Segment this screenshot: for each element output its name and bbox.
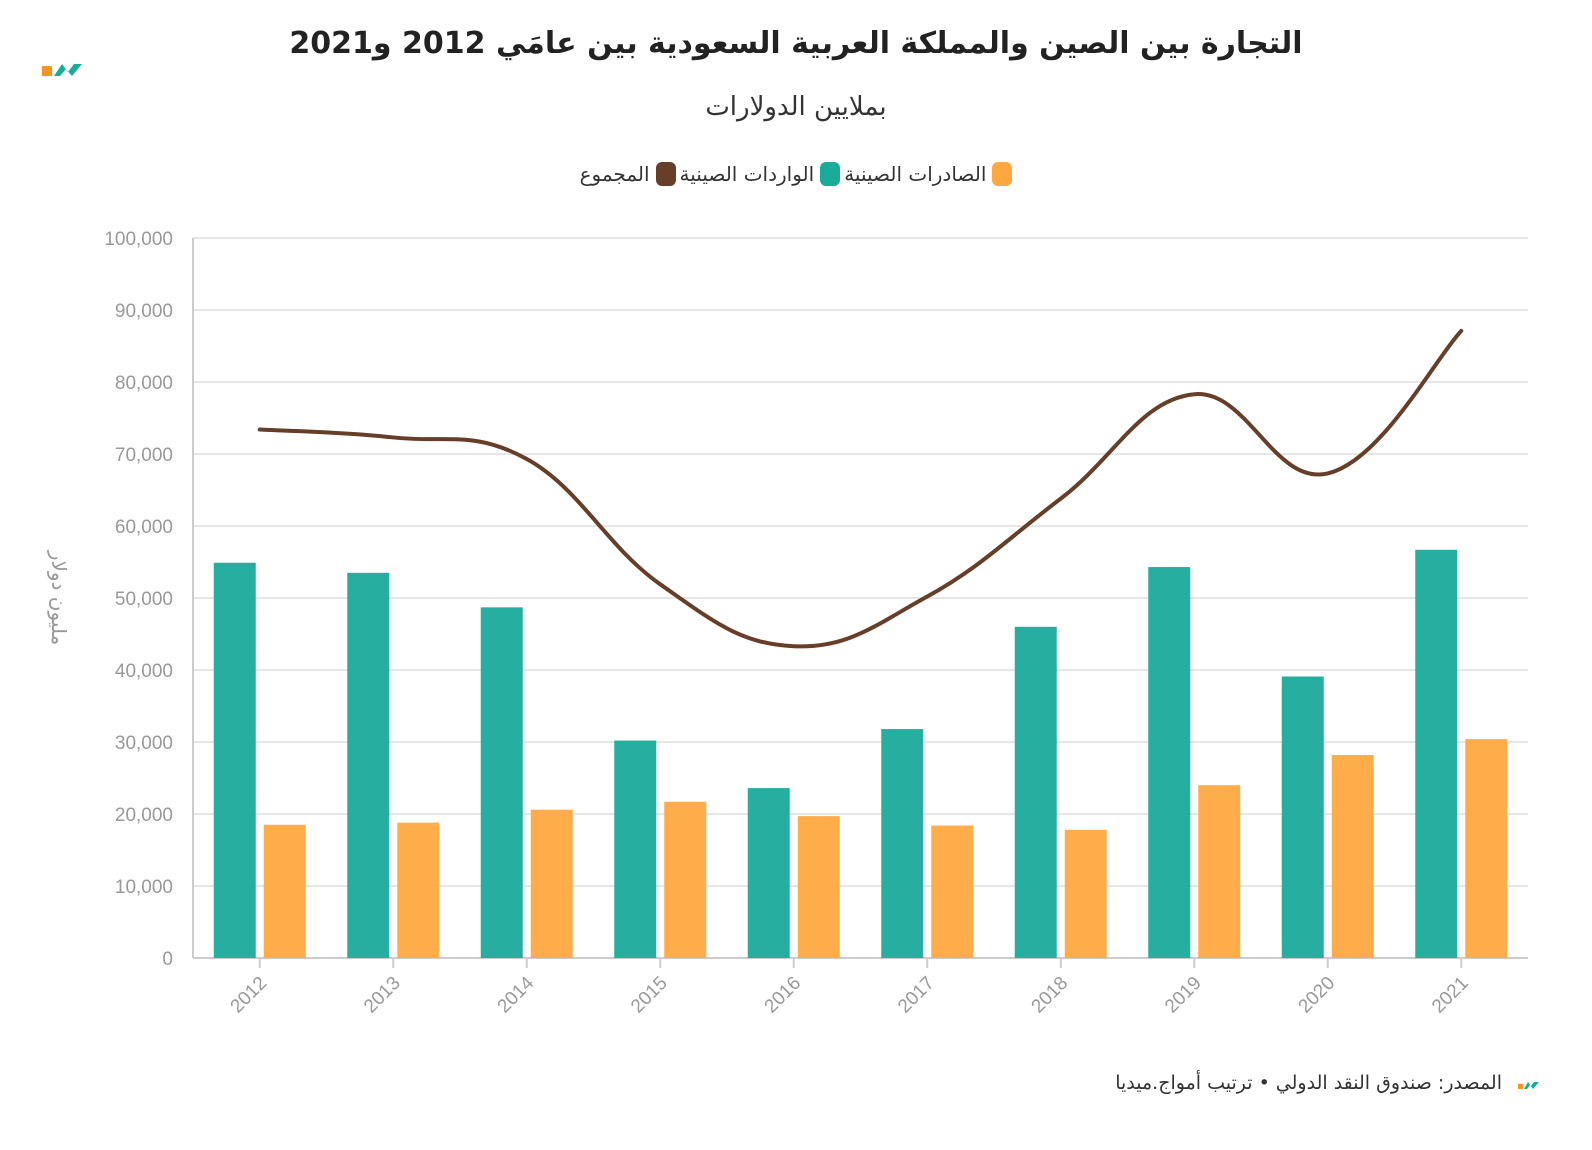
y-tick-label: 70,000 bbox=[115, 445, 173, 466]
legend-item-total[interactable]: المجموع bbox=[580, 162, 676, 186]
y-tick-label: 90,000 bbox=[115, 301, 173, 322]
x-tick-label: 2013 bbox=[360, 973, 405, 1018]
x-tick-label: 2019 bbox=[1161, 973, 1206, 1018]
exports-bar bbox=[797, 816, 840, 958]
exports-bar bbox=[397, 822, 440, 958]
imports-bar bbox=[614, 740, 657, 958]
x-tick-label: 2012 bbox=[227, 973, 272, 1018]
x-tick-label: 2016 bbox=[761, 973, 806, 1018]
imports-bar bbox=[1281, 676, 1324, 958]
legend-item-imports[interactable]: الواردات الصينية bbox=[680, 162, 841, 186]
exports-bar bbox=[664, 801, 707, 958]
imports-bar bbox=[881, 729, 924, 958]
x-tick-label: 2015 bbox=[627, 973, 672, 1018]
chart-subtitle: بملايين الدولارات bbox=[705, 92, 887, 122]
exports-bar bbox=[1198, 785, 1241, 958]
y-tick-label: 10,000 bbox=[115, 877, 173, 898]
x-tick-label: 2021 bbox=[1428, 973, 1473, 1018]
imports-bar bbox=[1415, 549, 1458, 958]
legend-label-total: المجموع bbox=[579, 162, 650, 186]
chart-legend: الصادرات الصينية الواردات الصينية المجمو… bbox=[0, 162, 1592, 186]
legend-label-exports: الصادرات الصينية bbox=[844, 162, 987, 186]
legend-swatch-imports bbox=[820, 162, 841, 186]
imports-bar bbox=[1148, 567, 1191, 958]
exports-bar bbox=[530, 809, 573, 958]
imports-bar bbox=[213, 562, 256, 958]
y-tick-label: 40,000 bbox=[115, 661, 173, 682]
x-tick-label: 2020 bbox=[1295, 973, 1340, 1018]
imports-bar bbox=[747, 788, 790, 958]
source-note: المصدر: صندوق النقد الدولي • ترتيب أمواج… bbox=[1115, 1072, 1502, 1094]
y-tick-label: 60,000 bbox=[115, 517, 173, 538]
total-line bbox=[257, 328, 1464, 649]
y-axis-label: مليون دولار bbox=[47, 550, 71, 645]
y-tick-label: 100,000 bbox=[104, 229, 173, 250]
x-tick-label: 2014 bbox=[494, 972, 539, 1017]
y-tick-label: 20,000 bbox=[115, 805, 173, 826]
imports-bar bbox=[480, 607, 523, 958]
y-tick-label: 80,000 bbox=[115, 373, 173, 394]
legend-swatch-exports bbox=[992, 162, 1013, 186]
x-tick-label: 2018 bbox=[1028, 973, 1073, 1018]
brand-logo-small-icon bbox=[1518, 1082, 1539, 1089]
exports-bar bbox=[931, 825, 974, 958]
chart-title: التجارة بين الصين والمملكة العربية السعو… bbox=[289, 26, 1303, 61]
exports-bar bbox=[263, 824, 306, 958]
legend-swatch-total bbox=[655, 162, 676, 186]
legend-label-imports: الواردات الصينية bbox=[679, 162, 815, 186]
y-tick-label: 0 bbox=[162, 949, 173, 970]
x-tick-label: 2017 bbox=[894, 973, 939, 1018]
imports-bar bbox=[1014, 626, 1057, 958]
exports-bar bbox=[1331, 754, 1374, 958]
y-tick-label: 30,000 bbox=[115, 733, 173, 754]
exports-bar bbox=[1064, 829, 1107, 958]
brand-logo-icon bbox=[42, 64, 82, 76]
y-tick-label: 50,000 bbox=[115, 589, 173, 610]
legend-item-exports[interactable]: الصادرات الصينية bbox=[844, 162, 1013, 186]
imports-bar bbox=[347, 572, 390, 958]
exports-bar bbox=[1465, 739, 1508, 958]
